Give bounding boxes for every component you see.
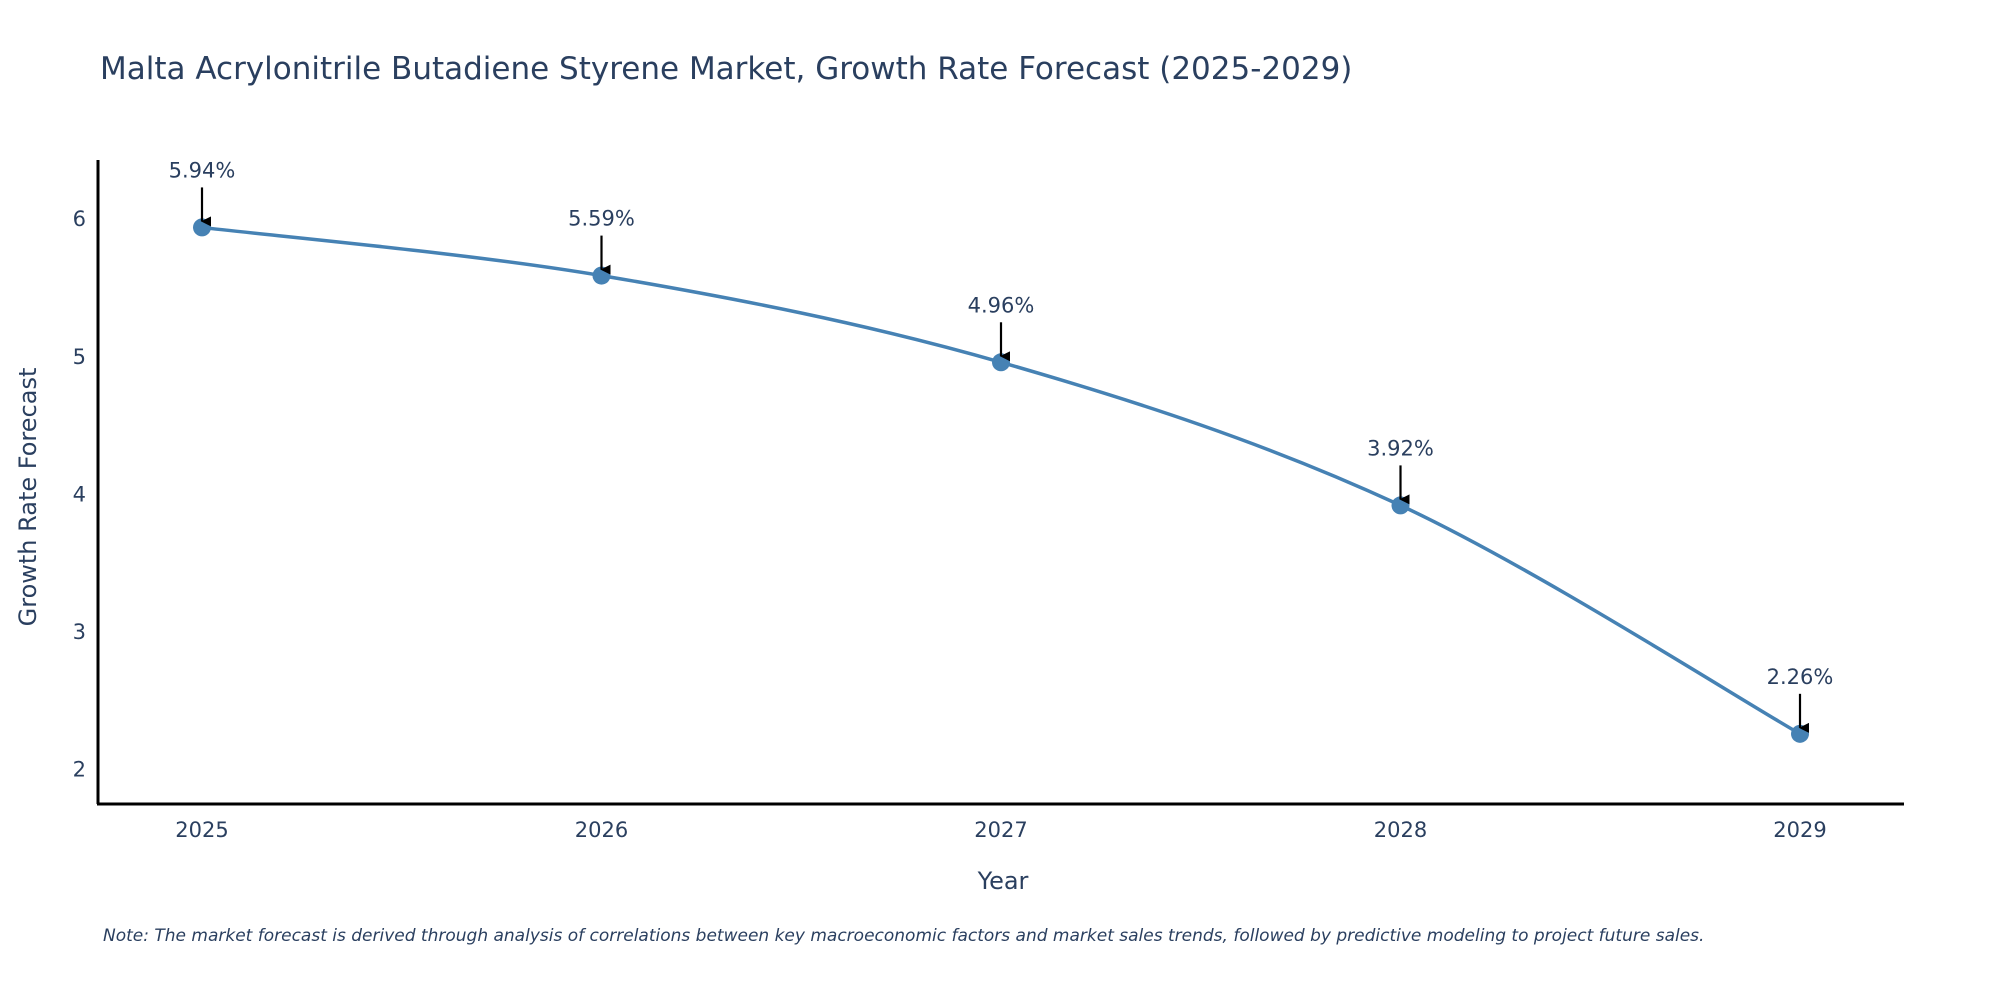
data-label: 2.26% [1767, 665, 1834, 689]
y-axis-title: Growth Rate Forecast [14, 368, 42, 627]
y-tick-label: 3 [73, 620, 86, 644]
y-tick-label: 5 [73, 345, 86, 369]
y-tick-label: 2 [73, 758, 86, 782]
data-labels: 5.94% 5.59% 4.96% 3.92% 2.26% [169, 158, 1834, 733]
x-tick-label: 2027 [974, 818, 1027, 842]
x-tick-label: 2026 [575, 818, 628, 842]
data-label: 4.96% [968, 293, 1035, 317]
y-tick-label: 6 [73, 207, 86, 231]
data-label: 5.59% [568, 207, 635, 231]
chart-title: Malta Acrylonitrile Butadiene Styrene Ma… [100, 51, 1352, 87]
y-axis-ticks: 2 3 4 5 6 [73, 207, 86, 781]
x-axis-title: Year [977, 867, 1029, 895]
x-axis-ticks: 2025 2026 2027 2028 2029 [175, 818, 1826, 842]
footnote: Note: The market forecast is derived thr… [103, 926, 1704, 946]
data-label: 5.94% [169, 158, 236, 182]
x-tick-label: 2025 [175, 818, 228, 842]
y-tick-label: 4 [73, 482, 86, 506]
x-tick-label: 2028 [1374, 818, 1427, 842]
x-tick-label: 2029 [1773, 818, 1826, 842]
data-label: 3.92% [1367, 436, 1434, 460]
